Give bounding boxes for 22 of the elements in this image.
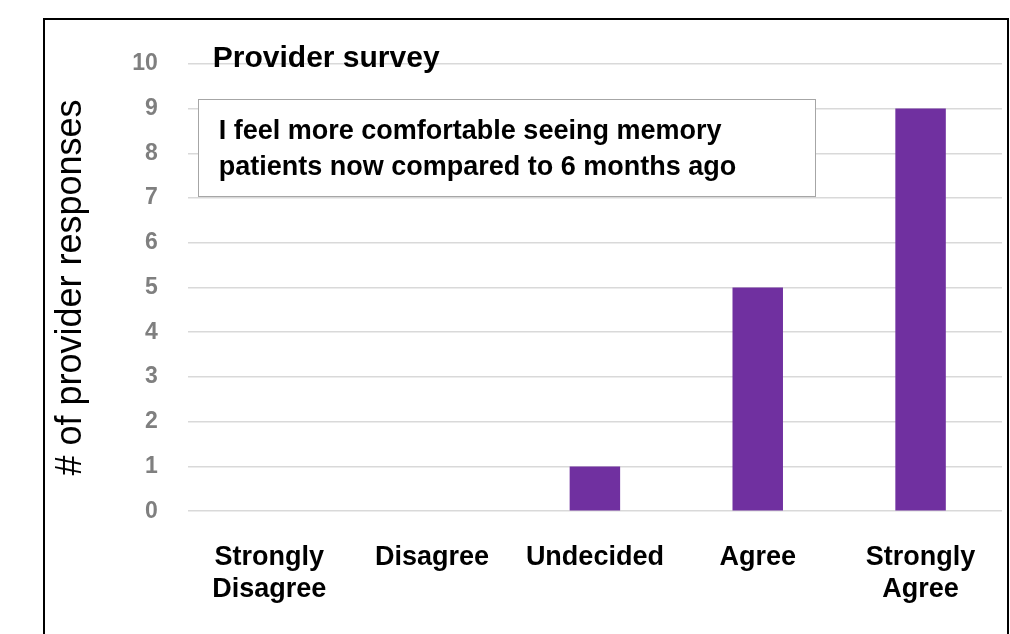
x-tick-label: Agree <box>719 540 796 571</box>
bar <box>895 108 946 511</box>
x-tick-label: Undecided <box>525 540 664 571</box>
y-tick-label: 10 <box>132 49 158 76</box>
y-tick-label: 5 <box>144 272 158 299</box>
x-tick-label: Strongly Agree <box>865 540 976 604</box>
bar <box>732 287 783 511</box>
y-tick-label: 4 <box>144 317 158 344</box>
callout-box: I feel more comfortable seeing memory patients now compared to 6 months ago <box>197 98 816 197</box>
y-tick-label: 1 <box>144 451 158 478</box>
y-tick-label: 2 <box>144 407 158 434</box>
bar <box>569 466 621 511</box>
x-tick-label: Strongly Disagree <box>212 540 327 604</box>
y-tick-label: 8 <box>144 138 158 165</box>
y-tick-label: 3 <box>144 362 158 389</box>
y-axis-title: # of provider responses <box>47 99 89 476</box>
y-tick-label: 9 <box>144 93 158 120</box>
y-tick-label: 7 <box>144 183 158 210</box>
y-tick-label: 6 <box>144 228 158 255</box>
y-tick-label: 0 <box>144 496 158 523</box>
chart-title: Provider survey <box>212 40 440 74</box>
x-tick-label: Disagree <box>375 540 490 571</box>
